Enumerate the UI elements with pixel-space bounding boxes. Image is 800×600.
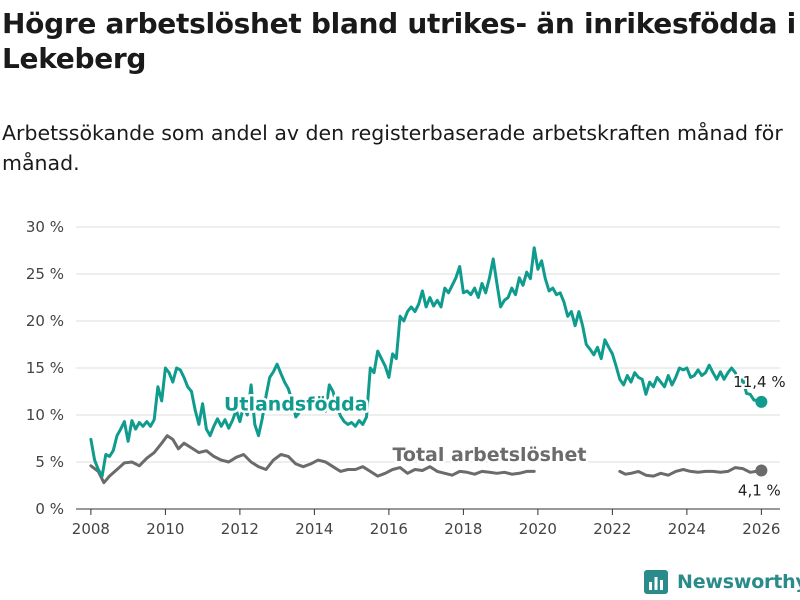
y-tick-label: 25 % [26, 265, 64, 283]
series-label-total: Total arbetslöshet [392, 444, 586, 466]
y-tick-label: 20 % [26, 312, 64, 330]
x-tick-label: 2020 [519, 520, 557, 538]
x-tick-label: 2014 [295, 520, 333, 538]
series-lines [89, 246, 768, 485]
end-point-total [755, 464, 768, 477]
y-tick-label: 5 % [35, 453, 64, 471]
x-tick-label: 2012 [221, 520, 259, 538]
series-line-total [618, 466, 763, 478]
gridlines [76, 226, 780, 463]
y-tick-label: 15 % [26, 359, 64, 377]
x-tick-label: 2022 [593, 520, 631, 538]
x-tick-label: 2018 [444, 520, 482, 538]
x-tick-label: 2008 [72, 520, 110, 538]
series-line-utlandsfodda [89, 246, 763, 478]
axes: 0 % 5 % 10 % 15 % 20 % 25 % 30 % 2008 2010 2012 20… [26, 218, 781, 538]
series-line-total [89, 434, 536, 485]
series-label-utlandsfodda: Utlandsfödda [224, 393, 368, 415]
x-tick-label: 2026 [742, 520, 780, 538]
y-tick-label: 30 % [26, 218, 64, 236]
x-tick-label: 2010 [146, 520, 184, 538]
chart-subtitle: Arbetssökande som andel av den registerb… [2, 121, 783, 175]
chart-title: Högre arbetslöshet bland utrikes- än inr… [2, 7, 796, 75]
brand-name: Newsworthy [677, 571, 800, 593]
end-point-utlandsfodda [755, 395, 768, 408]
end-label-total: 4,1 % [738, 481, 781, 499]
y-tick-label: 10 % [26, 406, 64, 424]
series-labels: Utlandsfödda Total arbetslöshet 11,4 % 4,1 … [221, 371, 787, 502]
newsworthy-logo: Newsworthy [644, 570, 800, 594]
x-tick-label: 2016 [370, 520, 408, 538]
newsworthy-chart-icon [644, 570, 668, 594]
x-tick-label: 2024 [668, 520, 706, 538]
end-label-utlandsfodda: 11,4 % [733, 373, 785, 391]
y-tick-label: 0 % [35, 500, 64, 518]
